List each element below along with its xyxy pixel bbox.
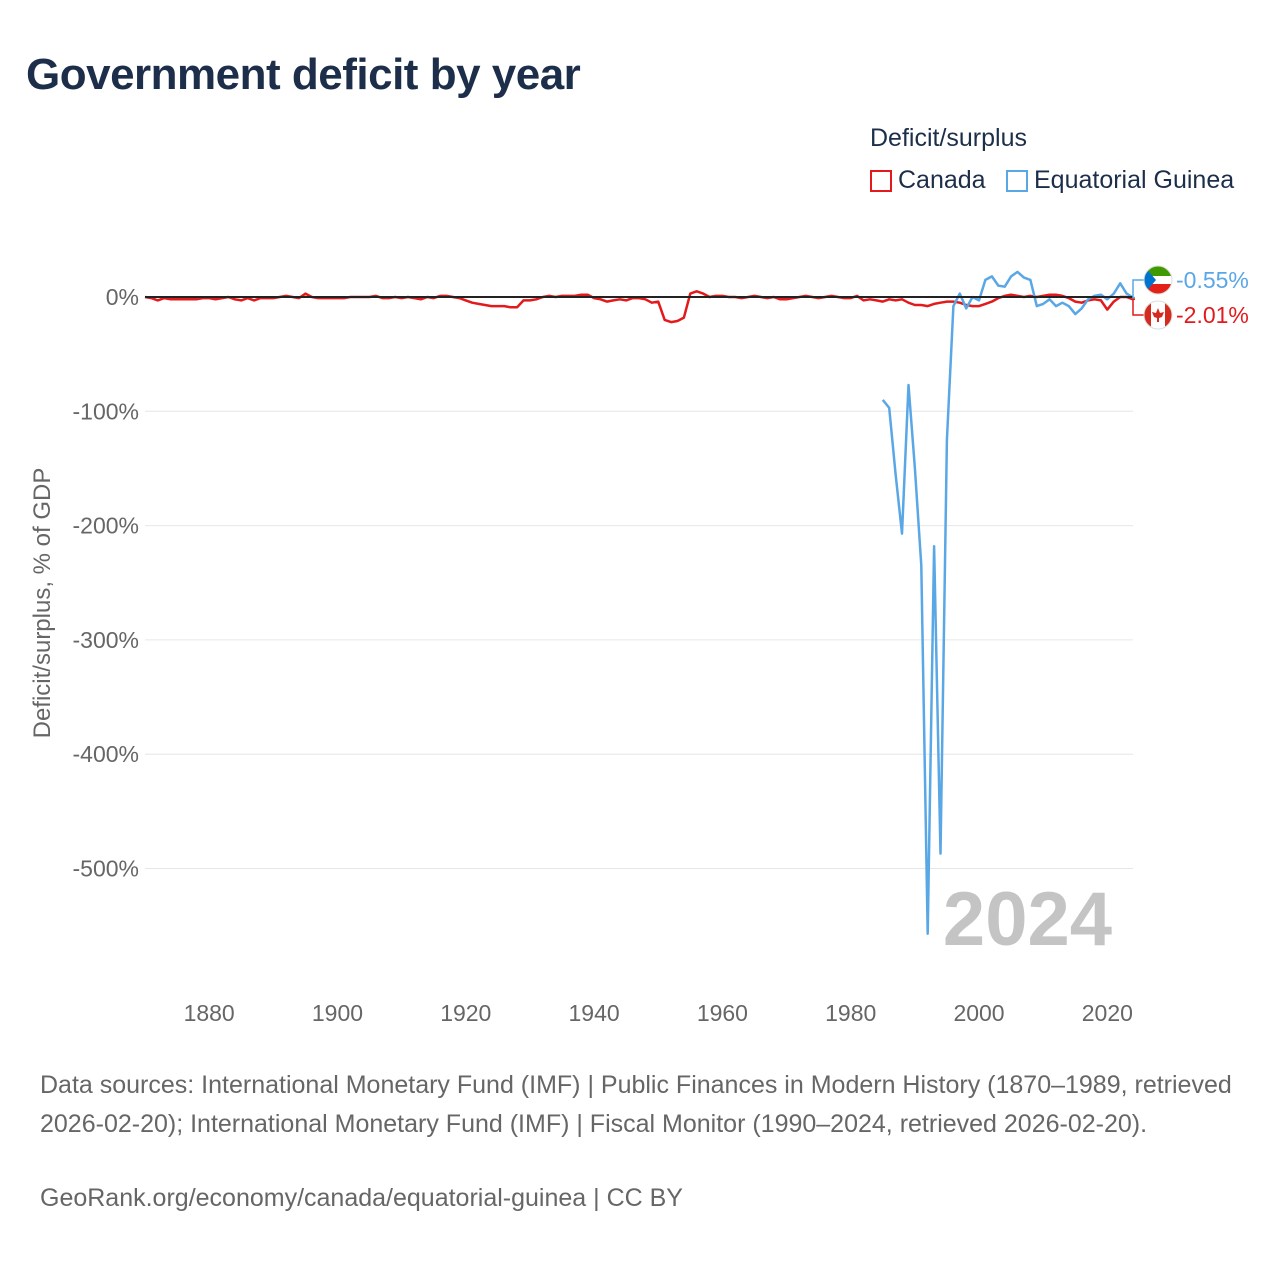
series-line-equatorial-guinea[interactable] (881, 270, 1134, 935)
end-value-label: -0.55% (1176, 267, 1249, 293)
x-tick-label: 1920 (440, 1000, 491, 1026)
x-tick-label: 1980 (825, 1000, 876, 1026)
x-tick-label: 1880 (184, 1000, 235, 1026)
series-lines (144, 270, 1134, 935)
y-tick-label: -300% (73, 627, 139, 653)
y-tick-label: -500% (73, 856, 139, 882)
legend-label-equatorial-guinea: Equatorial Guinea (1034, 166, 1235, 194)
equatorial-guinea-flag-icon (1143, 265, 1173, 295)
credit-link[interactable]: GeoRank.org/economy/canada/equatorial-gu… (40, 1184, 683, 1212)
end-label-connector (1132, 298, 1144, 316)
series-line-canada[interactable] (144, 290, 1134, 324)
y-tick-label: -400% (73, 741, 139, 767)
gridlines (145, 410, 1133, 869)
y-tick-label: 0% (106, 284, 139, 310)
legend-item-canada[interactable]: Canada (870, 166, 986, 195)
legend-label-canada: Canada (898, 166, 986, 194)
legend-title: Deficit/surplus (870, 124, 1027, 152)
legend-swatch-equatorial-guinea (1006, 169, 1028, 192)
y-axis-ticks: 0% -100% -200% -300% -400% -500% (73, 284, 139, 882)
canada-flag-icon (1143, 300, 1173, 330)
legend-item-equatorial-guinea[interactable]: Equatorial Guinea (1006, 166, 1234, 195)
x-axis-ticks: 1880 1900 1920 1940 1960 1980 2000 2020 (184, 1000, 1133, 1026)
end-label-connector (1132, 279, 1144, 299)
data-sources: Data sources: International Monetary Fun… (40, 1071, 1232, 1138)
year-watermark: 2024 (943, 877, 1112, 962)
y-tick-label: -200% (73, 513, 139, 539)
chart-title: Government deficit by year (26, 50, 581, 99)
x-tick-label: 1900 (312, 1000, 363, 1026)
end-value-label: -2.01% (1176, 302, 1249, 328)
x-tick-label: 1960 (697, 1000, 748, 1026)
x-tick-label: 2000 (953, 1000, 1004, 1026)
end-labels: -0.55% -2.01% (1132, 265, 1249, 330)
x-tick-label: 2020 (1082, 1000, 1133, 1026)
y-tick-label: -100% (73, 398, 139, 424)
line-chart: 0% -100% -200% -300% -400% -500% 1880 1900 1920… (29, 265, 1249, 1026)
x-tick-label: 1940 (569, 1000, 620, 1026)
y-axis-label: Deficit/surplus, % of GDP (29, 468, 56, 739)
legend-swatch-canada (870, 169, 892, 192)
